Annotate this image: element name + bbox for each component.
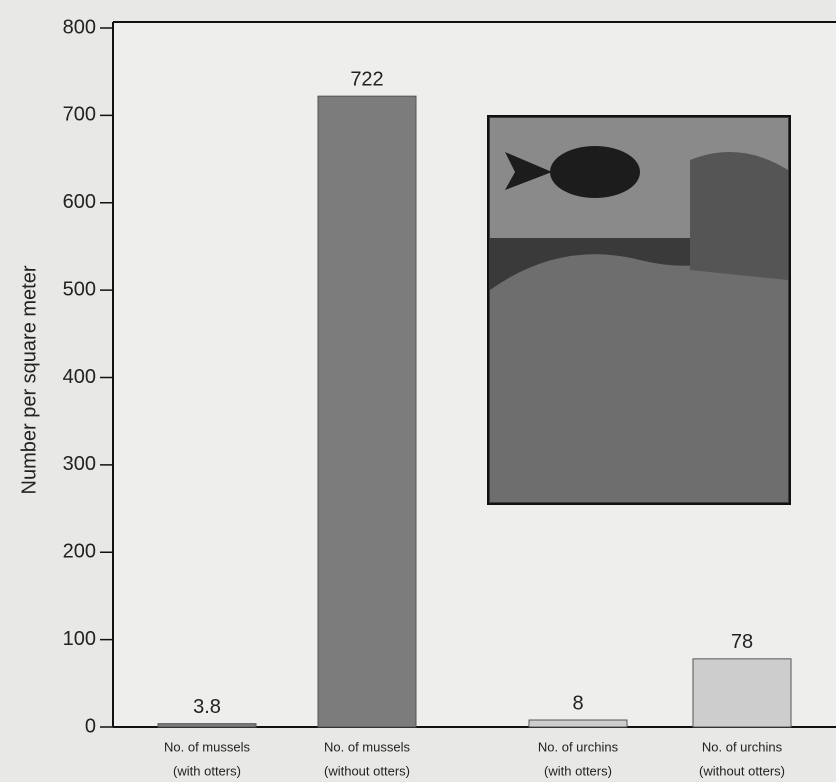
y-tick-label: 300 [63, 453, 96, 475]
x-tick-label: No. of urchins [702, 739, 783, 754]
x-tick-label: (without otters) [699, 763, 785, 778]
y-tick-label: 700 [63, 104, 96, 126]
x-tick-label: No. of urchins [538, 739, 619, 754]
x-tick-label: (without otters) [324, 763, 410, 778]
y-tick-label: 100 [63, 628, 96, 650]
value-label: 722 [350, 68, 383, 90]
x-tick-label: No. of mussels [324, 739, 410, 754]
x-tick-label: (with otters) [173, 763, 241, 778]
value-label: 8 [572, 692, 583, 714]
y-axis-label: Number per square meter [18, 265, 40, 494]
y-tick-label: 800 [63, 16, 96, 38]
value-label: 3.8 [193, 696, 221, 718]
x-tick-label: No. of mussels [164, 739, 250, 754]
y-tick-label: 0 [85, 715, 96, 737]
y-tick-label: 600 [63, 191, 96, 213]
page: Number per square meter 0 100 200 300 400 500… [0, 0, 836, 782]
photo-inset [488, 116, 790, 504]
bar [318, 96, 416, 727]
bar [529, 720, 627, 727]
y-tick-label: 200 [63, 541, 96, 563]
photo-rock [690, 152, 788, 280]
chart: Number per square meter 0 100 200 300 400 500… [0, 0, 836, 782]
y-tick-label: 500 [63, 278, 96, 300]
value-label: 78 [731, 631, 753, 653]
y-tick-label: 400 [63, 366, 96, 388]
photo-fish [550, 146, 640, 198]
bar [693, 659, 791, 727]
bar [158, 724, 256, 727]
x-tick-label: (with otters) [544, 763, 612, 778]
